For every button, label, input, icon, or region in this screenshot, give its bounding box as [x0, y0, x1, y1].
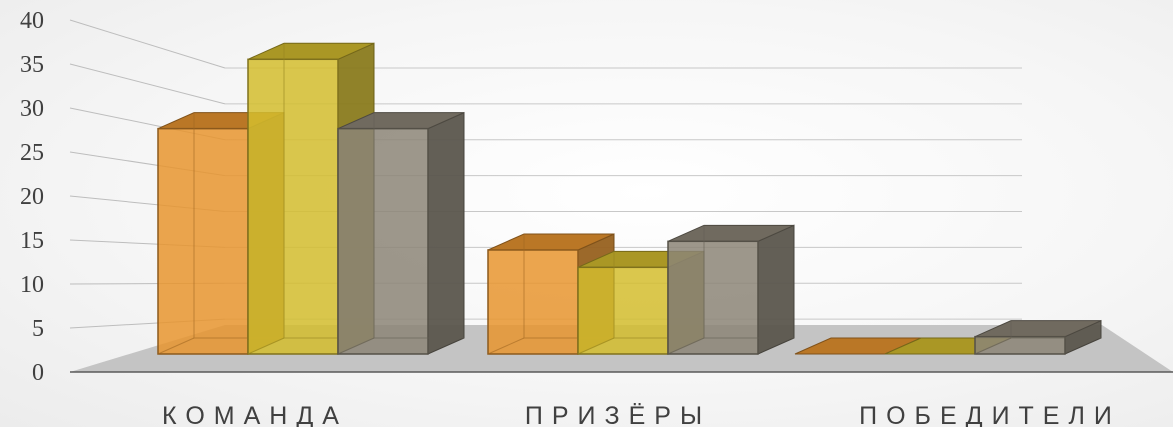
- bar: [667, 224, 795, 355]
- bar-front: [337, 127, 429, 355]
- bar-inner-edge: [667, 337, 705, 355]
- y-tick-label: 0: [32, 360, 44, 386]
- y-tick-label: 20: [20, 184, 44, 210]
- y-tick-label: 10: [20, 272, 44, 298]
- bar-inner-edge: [577, 337, 615, 355]
- chart-bars: [157, 42, 1102, 355]
- x-category-label: ПРИЗЁРЫ: [525, 402, 711, 427]
- y-axis: 0 5 10 15 20 25 30 35 40: [20, 8, 44, 386]
- bar-inner-edge: [487, 337, 525, 355]
- bar-inner-edge: [247, 337, 285, 355]
- y-tick-label: 15: [20, 228, 44, 254]
- y-tick-label: 40: [20, 8, 44, 34]
- bar-front: [974, 335, 1066, 355]
- bar-front: [487, 249, 579, 355]
- bar-side: [427, 111, 465, 355]
- bar-front: [577, 266, 669, 355]
- y-tick-label: 35: [20, 52, 44, 78]
- gridline-side: [69, 63, 226, 105]
- bar-inner-edge: [337, 337, 375, 355]
- y-tick-label: 5: [32, 316, 44, 342]
- bar-side: [757, 224, 795, 355]
- bar-front: [247, 58, 339, 355]
- y-tick-label: 25: [20, 140, 44, 166]
- x-category-label: КОМАНДА: [162, 402, 348, 427]
- bar-front: [667, 240, 759, 355]
- bar-inner-edge: [157, 337, 195, 355]
- gridline-side: [69, 19, 226, 69]
- bar: [337, 111, 465, 355]
- x-axis: КОМАНДА ПРИЗЁРЫ ПОБЕДИТЕЛИ: [162, 402, 1121, 427]
- bar-front: [157, 127, 249, 355]
- bar: [974, 319, 1102, 355]
- y-tick-label: 30: [20, 96, 44, 122]
- bar-inner-edge: [974, 337, 1012, 355]
- x-category-label: ПОБЕДИТЕЛИ: [859, 402, 1121, 427]
